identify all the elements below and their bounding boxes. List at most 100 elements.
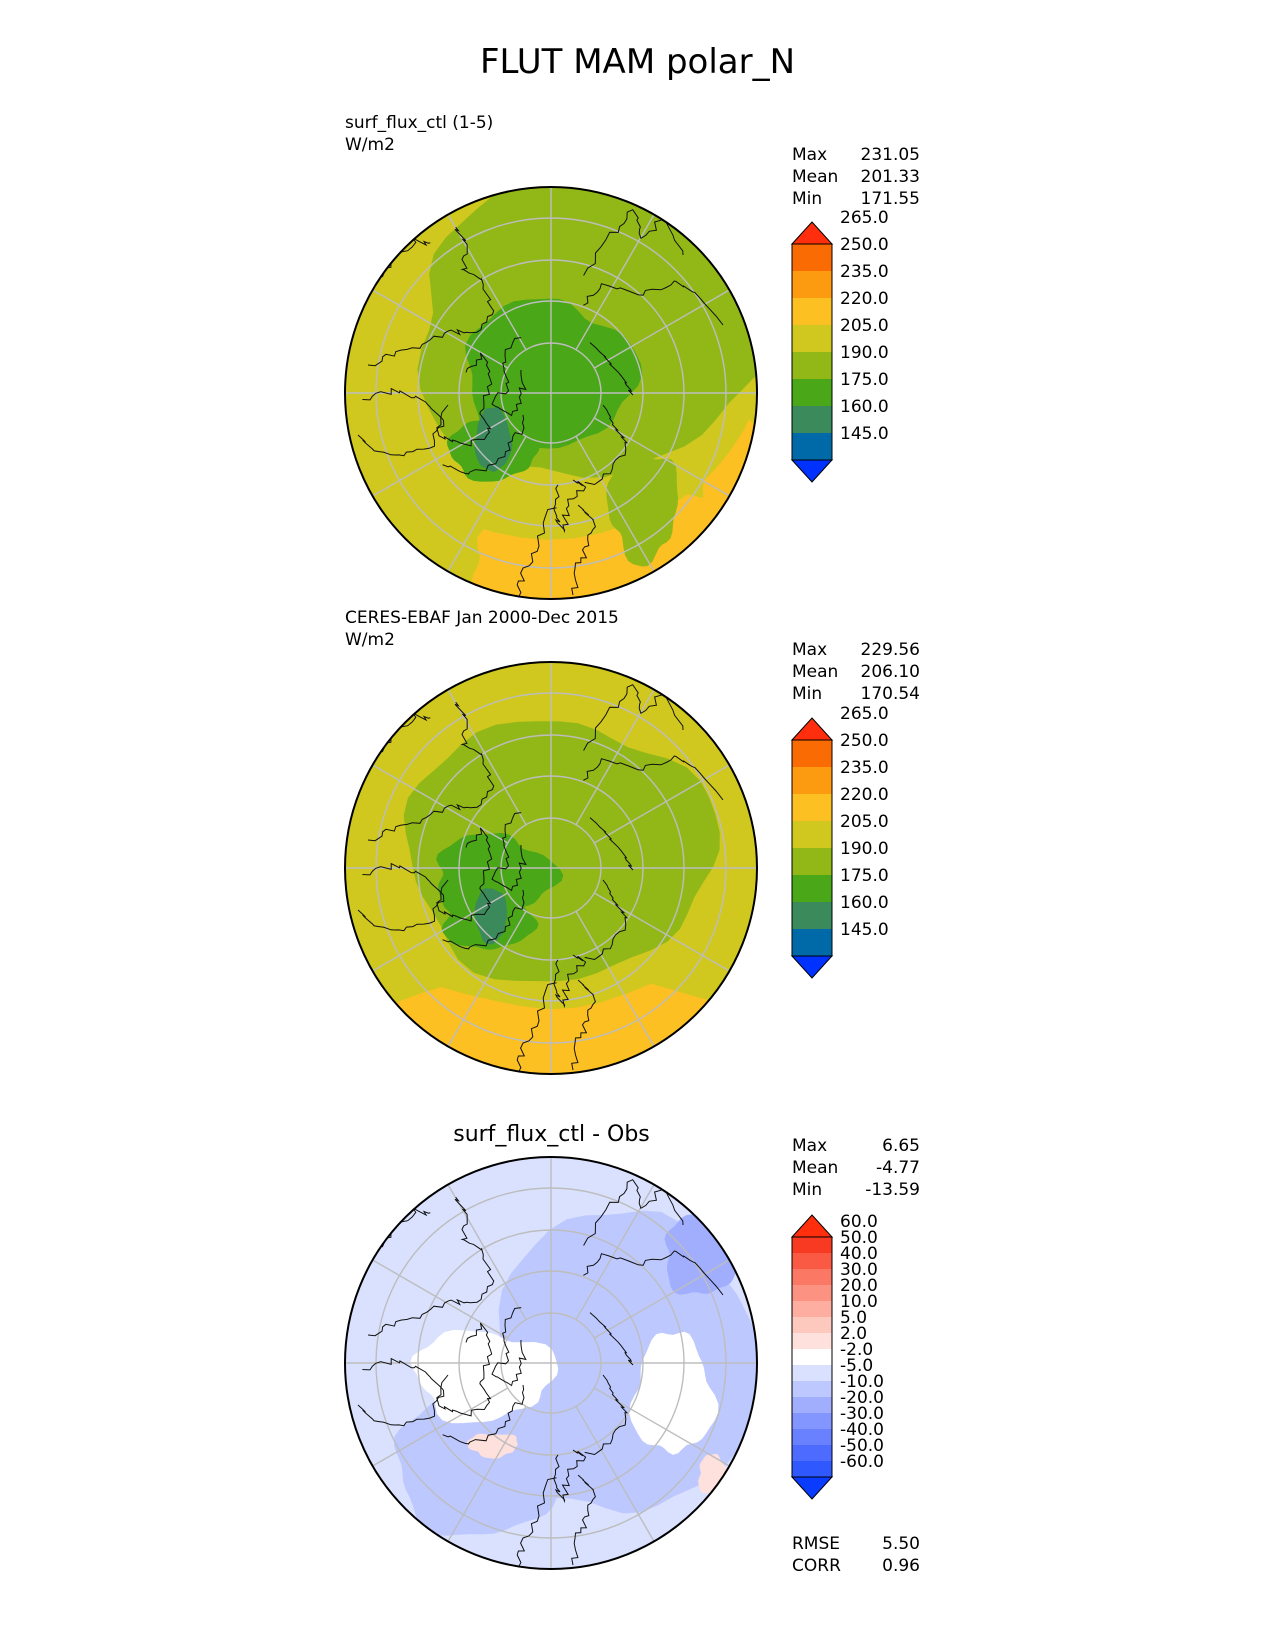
meridian-line [575, 1405, 655, 1542]
colorbar-segment [792, 1269, 832, 1285]
colorbar-tick-label: 50.0 [840, 1228, 878, 1248]
stat-label: Mean [792, 1158, 839, 1178]
coastline-segment [436, 1322, 493, 1417]
coastline-segment [367, 701, 495, 842]
colorbar-tick-label: 40.0 [840, 1244, 878, 1264]
meridian-line [372, 1387, 509, 1467]
colorbar-segment [792, 325, 832, 352]
ref-panel-name: CERES-EBAF Jan 2000-Dec 2015 [345, 608, 619, 628]
colorbar-tick-label: 20.0 [840, 1276, 878, 1296]
colorbar-extend-top [790, 717, 834, 741]
colorbar-segment [792, 821, 832, 848]
colorbar-extend-bottom [790, 1476, 834, 1500]
colorbar-segment [792, 1413, 832, 1429]
test-stats: Max 231.05 Mean 201.33 Min 171.55 [792, 144, 920, 210]
meridian-line [372, 289, 509, 369]
colorbar-tick-label: 30.0 [840, 1260, 878, 1280]
coastline-segment [571, 979, 596, 1071]
colorbar-segment [792, 740, 832, 767]
stat-max-value: 229.56 [860, 640, 920, 660]
meridian-line [447, 1405, 527, 1542]
meridian-line [575, 910, 655, 1047]
colorbar-segment [792, 1365, 832, 1381]
stat-label: Max [792, 145, 828, 165]
coastline-segment [442, 1384, 525, 1445]
colorbar-segment [792, 1397, 832, 1413]
colorbar-tick-label: 190.0 [840, 343, 889, 363]
figure-title: FLUT MAM polar_N [479, 42, 796, 82]
colorbar-extend-top [790, 221, 834, 245]
meridian-line [372, 764, 509, 844]
colorbar-tick-label: -60.0 [840, 1452, 884, 1472]
stat-label: Max [792, 1136, 828, 1156]
meridian-line [593, 764, 730, 844]
ref-polar-map [344, 661, 758, 1075]
stat-label: RMSE [792, 1534, 841, 1554]
stat-min-value: 171.55 [860, 189, 920, 209]
diff-stats: Max 6.65 Mean -4.77 Min -13.59 [792, 1135, 920, 1201]
coastline-segment [357, 1357, 445, 1427]
coastline-segment [442, 414, 525, 475]
colorbar-segment [792, 379, 832, 406]
colorbar-tick-label: 175.0 [840, 866, 889, 886]
band-190-205 [606, 452, 678, 567]
colorbar-tick-label: -10.0 [840, 1372, 884, 1392]
diff-extra-stats: RMSE 5.50 CORR 0.96 [792, 1533, 920, 1577]
coastline-segment [436, 352, 493, 447]
stat-label: Max [792, 640, 828, 660]
coastline-segment [367, 226, 495, 367]
colorbar-tick-label: 190.0 [840, 839, 889, 859]
coastline-segment [436, 827, 493, 922]
colorbar-tick-label: 60.0 [840, 1212, 878, 1232]
coastline-segment [583, 280, 724, 326]
rmse-value: 5.50 [882, 1534, 920, 1554]
coastline-segment [571, 1474, 596, 1566]
ref-panel-title: CERES-EBAF Jan 2000-Dec 2015 W/m2 [345, 607, 619, 651]
diff-colorbar: -60.0-50.0-40.0-30.0-20.0-10.0-5.0-2.02.… [790, 1212, 884, 1500]
colorbar-segment [792, 1253, 832, 1269]
test-polar-map [344, 186, 758, 600]
coastline-segment [442, 889, 525, 950]
colorbar-tick-label: 250.0 [840, 235, 889, 255]
coastline-segment [357, 862, 445, 932]
colorbar-segment [792, 271, 832, 298]
colorbar-tick-label: 235.0 [840, 758, 889, 778]
graticule [345, 662, 757, 1074]
colorbar-tick-label: 205.0 [840, 316, 889, 336]
colorbar-tick-label: 10.0 [840, 1292, 878, 1312]
graticule [345, 1157, 757, 1569]
meridian-line [593, 289, 730, 369]
meridian-line [593, 1259, 730, 1339]
test-colorbar: 145.0 160.0 175.0 190.0 205.0 220.0 235.0 250.0… [790, 208, 889, 483]
colorbar-extend-bottom [790, 955, 834, 979]
ref-stats: Max 229.56 Mean 206.10 Min 170.54 [792, 639, 920, 705]
stat-min-value: -13.59 [865, 1180, 920, 1200]
coastline-segment [584, 879, 629, 961]
stat-mean-value: 201.33 [860, 167, 920, 187]
stat-mean-value: -4.77 [876, 1158, 920, 1178]
colorbar-tick-label: 265.0 [840, 704, 889, 724]
colorbar-frame [791, 1236, 833, 1478]
stat-label: CORR [792, 1556, 841, 1576]
colorbar-segment [792, 1349, 832, 1365]
coastline-segment [357, 387, 445, 457]
diff-panel-title: surf_flux_ctl - Obs [453, 1122, 650, 1147]
meridian-line [447, 910, 527, 1047]
coastline-segment [571, 504, 596, 596]
stat-label: Min [792, 189, 823, 209]
colorbar-tick-label: 235.0 [840, 262, 889, 282]
map-boundary [344, 186, 758, 600]
colorbar-tick-label: 220.0 [840, 785, 889, 805]
colorbar-tick-label: 265.0 [840, 208, 889, 228]
meridian-line [372, 892, 509, 972]
colorbar-tick-label: -20.0 [840, 1388, 884, 1408]
colorbar-segment [792, 1285, 832, 1301]
stat-label: Min [792, 684, 823, 704]
test-panel-name: surf_flux_ctl (1-5) [345, 113, 494, 133]
coastline-segment [367, 1196, 495, 1337]
stat-min-value: 170.54 [860, 684, 920, 704]
ref-colorbar: 145.0 160.0 175.0 190.0 205.0 220.0 235.0 250.0… [790, 704, 889, 979]
colorbar-segment [792, 1237, 832, 1253]
colorbar-tick-label: 160.0 [840, 397, 889, 417]
coastline-segment [583, 755, 724, 801]
